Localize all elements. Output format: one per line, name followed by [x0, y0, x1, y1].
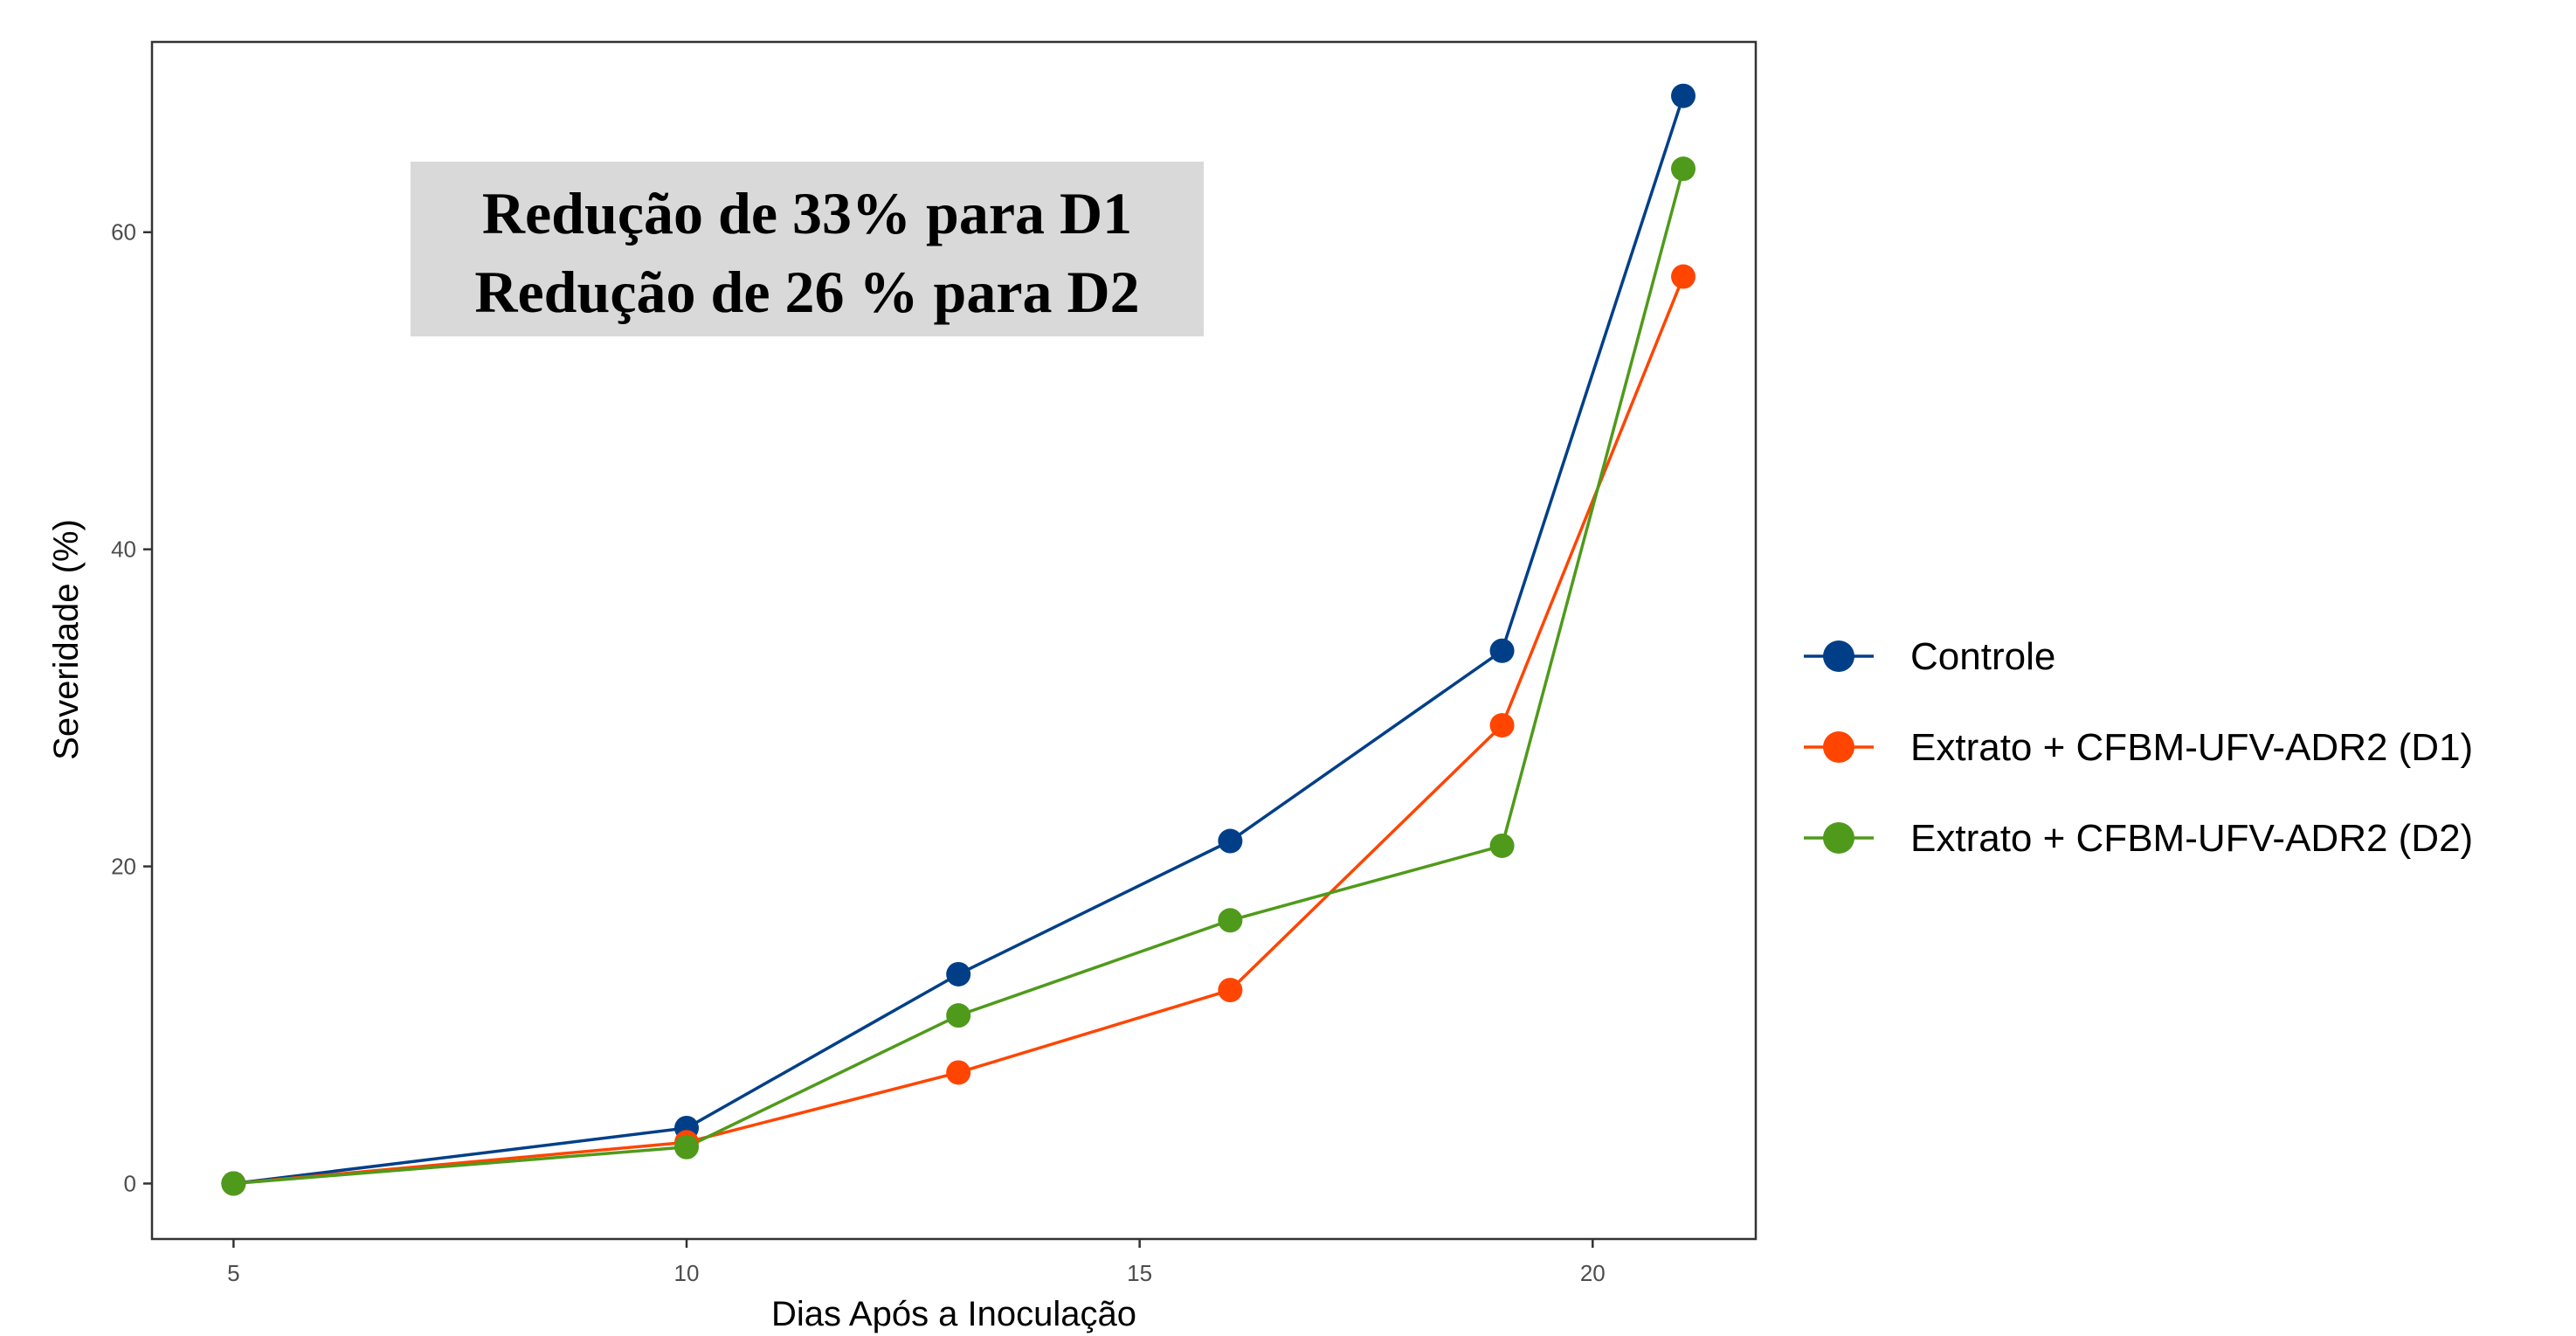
series-line-1 [233, 95, 1685, 1186]
x-tick-label: 20 [1580, 1260, 1606, 1286]
x-tick-label: 15 [1127, 1260, 1152, 1286]
legend: Controle Extrato + CFBM-UFV-ADR2 (D1) Extr… [1804, 635, 2473, 860]
annotation-background [411, 162, 1204, 336]
data-point-series-2 [1218, 978, 1243, 1003]
legend-key-point [1823, 640, 1854, 672]
y-tick-label: 60 [111, 219, 136, 246]
x-axis-title: Dias Após a Inoculação [771, 1295, 1136, 1333]
data-point-series-3 [221, 1171, 246, 1196]
data-point-series-3 [1671, 156, 1696, 182]
y-axis-title: Severidade (%) [47, 519, 86, 760]
data-point-series-2 [1489, 713, 1515, 738]
y-tick-label: 0 [124, 1170, 136, 1196]
series-line-3 [233, 168, 1685, 1186]
y-axis: 0 20 40 60 [111, 219, 152, 1196]
series-lines [233, 95, 1685, 1186]
data-point-series-3 [946, 1003, 971, 1028]
legend-label: Extrato + CFBM-UFV-ADR2 (D2) [1910, 817, 2473, 860]
data-point-series-3 [1489, 833, 1515, 858]
x-tick-label: 10 [674, 1260, 700, 1286]
data-point-series-2 [1671, 264, 1696, 289]
legend-label: Controle [1910, 635, 2055, 678]
annotation-line-2: Redução de 26 % para D2 [474, 259, 1139, 325]
data-point-series-1 [1218, 828, 1243, 854]
series-line-2 [233, 275, 1685, 1186]
data-point-series-2 [946, 1060, 971, 1085]
x-axis: 5 10 15 20 [227, 1239, 1606, 1286]
annotation-line-1: Redução de 33% para D1 [482, 180, 1132, 246]
plot-panel-border [150, 40, 1758, 1241]
legend-key-point [1823, 822, 1854, 854]
legend-key-point [1823, 731, 1854, 763]
data-point-series-1 [1671, 83, 1696, 108]
data-point-series-1 [946, 961, 971, 986]
data-point-series-3 [1218, 908, 1243, 933]
legend-label: Extrato + CFBM-UFV-ADR2 (D1) [1910, 726, 2473, 769]
x-tick-label: 5 [227, 1260, 239, 1286]
annotation-box: Redução de 33% para D1 Redução de 26 % p… [411, 162, 1204, 336]
y-tick-label: 40 [111, 536, 136, 563]
data-point-series-1 [1489, 638, 1515, 663]
data-point-series-3 [674, 1134, 699, 1159]
y-tick-label: 20 [111, 854, 136, 880]
series-points [221, 83, 1696, 1196]
